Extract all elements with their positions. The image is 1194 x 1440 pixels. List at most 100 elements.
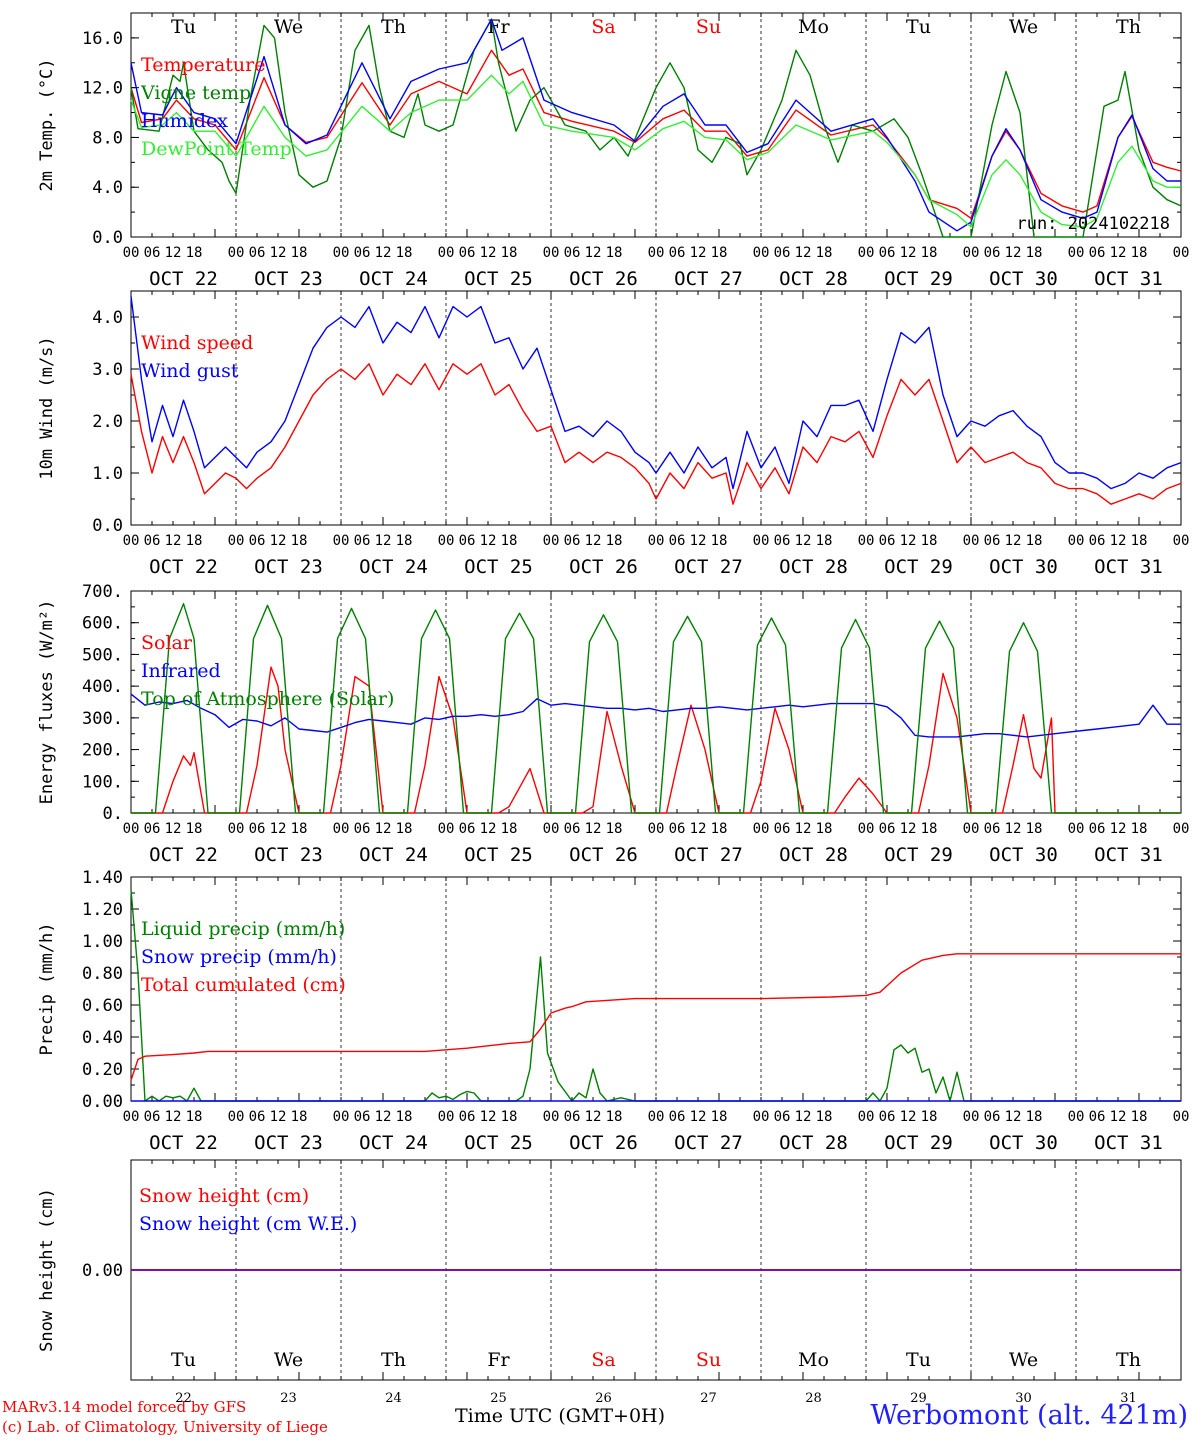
temp-hour-label: 06	[144, 245, 161, 261]
snow-day-label: 30	[1015, 1391, 1032, 1406]
temp-day-label: OCT 31	[1094, 268, 1163, 290]
wind-y-tick-label: 3.0	[92, 360, 123, 380]
energy-day-label: OCT 30	[989, 844, 1058, 866]
temp-hour-label: 12	[165, 245, 182, 261]
wind-hour-label: 18	[816, 533, 833, 549]
precip-legend-entry: Total cumulated (cm)	[141, 974, 346, 996]
energy-hour-label: 06	[144, 821, 161, 837]
wind-hour-label: 18	[501, 533, 518, 549]
energy-day-label: OCT 29	[884, 844, 953, 866]
energy-hour-label: 06	[249, 821, 266, 837]
wind-hour-label: 00	[1173, 533, 1190, 549]
energy-hour-label: 18	[711, 821, 728, 837]
energy-hour-label: 06	[774, 821, 791, 837]
energy-hour-label: 18	[186, 821, 203, 837]
wind-hour-label: 18	[921, 533, 938, 549]
temp-hour-label: 00	[753, 245, 770, 261]
temp-hour-label: 18	[501, 245, 518, 261]
wind-day-label: OCT 26	[569, 556, 638, 578]
energy-y-tick-label: 500.	[82, 645, 123, 665]
wind-day-label: OCT 29	[884, 556, 953, 578]
wind-hour-label: 18	[606, 533, 623, 549]
energy-y-tick-label: 700.	[82, 582, 123, 602]
temp-ylabel: 2m Temp. (°C)	[37, 58, 57, 191]
energy-hour-label: 18	[606, 821, 623, 837]
temp-day-label: OCT 28	[779, 268, 848, 290]
wind-hour-label: 06	[459, 533, 476, 549]
energy-hour-label: 06	[354, 821, 371, 837]
temp-hour-label: 12	[1110, 245, 1127, 261]
wind-series-line	[130, 363, 1182, 505]
energy-hour-label: 18	[1026, 821, 1043, 837]
wind-hour-label: 06	[144, 533, 161, 549]
time-axis-label: Time UTC (GMT+0H)	[455, 1405, 666, 1427]
energy-day-label: OCT 28	[779, 844, 848, 866]
energy-hour-label: 06	[669, 821, 686, 837]
temp-hour-label: 12	[900, 245, 917, 261]
precip-day-label: OCT 31	[1094, 1132, 1163, 1154]
precip-y-tick-label: 0.40	[82, 1028, 123, 1048]
energy-hour-label: 00	[648, 821, 665, 837]
energy-hour-label: 00	[753, 821, 770, 837]
precip-y-tick-label: 1.20	[82, 900, 123, 920]
temp-weekday-label: Mo	[798, 16, 829, 38]
wind-y-tick-label: 1.0	[92, 464, 123, 484]
precip-day-label: OCT 24	[359, 1132, 428, 1154]
credits-lab: (c) Lab. of Climatology, University of L…	[2, 1418, 328, 1436]
precip-hour-label: 06	[459, 1109, 476, 1125]
wind-hour-label: 00	[963, 533, 980, 549]
temp-hour-label: 18	[711, 245, 728, 261]
wind-series-line	[130, 296, 1182, 490]
energy-hour-label: 18	[921, 821, 938, 837]
wind-day-label: OCT 22	[149, 556, 218, 578]
energy-day-label: OCT 26	[569, 844, 638, 866]
energy-hour-label: 00	[1068, 821, 1085, 837]
wind-day-label: OCT 24	[359, 556, 428, 578]
wind-day-label: OCT 25	[464, 556, 533, 578]
wind-y-tick-label: 2.0	[92, 412, 123, 432]
energy-hour-label: 12	[1110, 821, 1127, 837]
wind-hour-label: 00	[858, 533, 875, 549]
energy-day-label: OCT 22	[149, 844, 218, 866]
precip-hour-label: 12	[1005, 1109, 1022, 1125]
wind-legend-entry: Wind gust	[141, 360, 239, 382]
precip-hour-label: 00	[333, 1109, 350, 1125]
energy-hour-label: 12	[795, 821, 812, 837]
energy-y-tick-label: 200.	[82, 741, 123, 761]
energy-series-line	[130, 693, 1181, 738]
energy-hour-label: 06	[879, 821, 896, 837]
precip-hour-label: 12	[165, 1109, 182, 1125]
temp-weekday-label: We	[1009, 16, 1038, 38]
temp-y-tick-label: 8.0	[92, 128, 123, 148]
temp-hour-label: 00	[438, 245, 455, 261]
precip-day-label: OCT 23	[254, 1132, 323, 1154]
energy-hour-label: 18	[291, 821, 308, 837]
temp-hour-label: 18	[291, 245, 308, 261]
temp-hour-label: 12	[480, 245, 497, 261]
temp-series-line	[130, 74, 1181, 228]
snow-day-label: 22	[175, 1391, 192, 1406]
temp-day-label: OCT 23	[254, 268, 323, 290]
temp-weekday-label: We	[274, 16, 303, 38]
precip-series-line	[130, 953, 1181, 1081]
energy-hour-label: 00	[543, 821, 560, 837]
temp-series-line	[130, 18, 1182, 238]
temp-legend-entry: Vigne temp	[140, 82, 251, 104]
temp-hour-label: 18	[1026, 245, 1043, 261]
snow-weekday-label: Tu	[171, 1349, 196, 1371]
credits-model: MARv3.14 model forced by GFS	[2, 1398, 247, 1416]
temp-hour-label: 00	[333, 245, 350, 261]
energy-hour-label: 06	[1089, 821, 1106, 837]
precip-hour-label: 00	[543, 1109, 560, 1125]
energy-day-label: OCT 24	[359, 844, 428, 866]
temp-day-label: OCT 26	[569, 268, 638, 290]
snow-weekday-label: Th	[381, 1349, 406, 1371]
energy-day-label: OCT 27	[674, 844, 743, 866]
snow-weekday-label: Mo	[798, 1349, 829, 1371]
energy-hour-label: 00	[438, 821, 455, 837]
temp-hour-label: 06	[354, 245, 371, 261]
precip-hour-label: 12	[270, 1109, 287, 1125]
energy-legend-entry: Top of Atmosphere (Solar)	[141, 688, 394, 710]
temp-y-tick-label: 0.0	[92, 228, 123, 248]
precip-day-label: OCT 28	[779, 1132, 848, 1154]
